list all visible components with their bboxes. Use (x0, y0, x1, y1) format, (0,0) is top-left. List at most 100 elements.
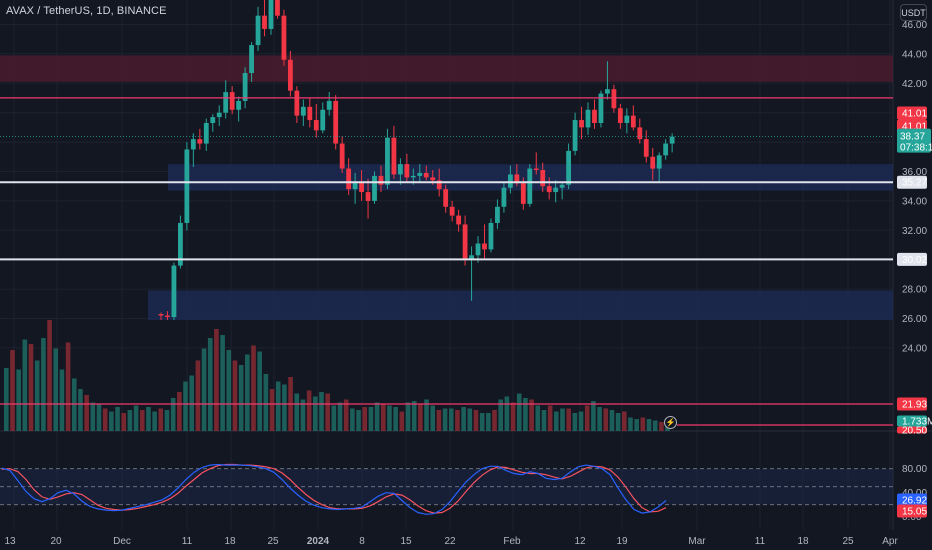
candle-body (663, 143, 669, 156)
volume-bar (461, 407, 466, 431)
x-tick-label: 11 (755, 536, 766, 547)
volume-bar (504, 396, 510, 431)
candle-body (262, 15, 267, 29)
symbol-title[interactable]: AVAX / TetherUS, 1D, BINANCE (6, 5, 167, 17)
stoch-tick-label: 80.00 (902, 464, 927, 475)
x-tick-label: Dec (113, 536, 131, 547)
axes: 46.0044.0042.0040.0038.0036.0034.0032.00… (4, 20, 927, 547)
volume-bar (139, 410, 145, 431)
volume-bar (34, 360, 40, 431)
price-tag: 41.01 (902, 122, 927, 133)
candle-body (469, 255, 474, 260)
volume-bar (374, 402, 380, 431)
volume-bar (615, 413, 621, 431)
candle-body (333, 100, 339, 144)
volume-bar (479, 413, 485, 431)
price-tag: 41.01 (902, 109, 927, 120)
volume-bar (47, 320, 52, 431)
candle-body (320, 109, 326, 131)
volume-bar (96, 404, 102, 431)
candle-body (346, 168, 352, 190)
volume-current-tag: 1.733M (902, 417, 932, 428)
volume-bar (127, 410, 133, 431)
candle-body (203, 122, 209, 144)
candle-body (178, 222, 183, 266)
volume-bar (455, 410, 460, 431)
currency-button[interactable]: USDT (900, 4, 927, 21)
volume-bar (189, 375, 194, 431)
candle-body (404, 164, 410, 178)
volume-bar (498, 399, 503, 431)
volume-bar (59, 369, 65, 431)
candle-body (572, 120, 578, 151)
volume-bar (380, 404, 386, 431)
candle-body (300, 106, 306, 116)
volume-bar (65, 342, 71, 431)
volume-bar (652, 420, 658, 431)
stochastic-pane[interactable] (0, 463, 893, 515)
volume-bar (424, 399, 429, 431)
volume-bar (436, 410, 442, 431)
volume-bar (356, 410, 361, 431)
volume-bar (547, 405, 553, 431)
candle-body (288, 59, 293, 91)
price-tag-bg (897, 252, 927, 266)
x-tick-label: 18 (224, 536, 236, 547)
candle-body (313, 120, 319, 131)
volume-bar (350, 408, 355, 431)
volume-bar (442, 408, 448, 431)
volume-bar (251, 345, 256, 431)
candle-body (339, 143, 345, 169)
volume-bar (220, 335, 225, 431)
lightning-icon[interactable]: ⚡ (664, 416, 677, 429)
volume-bar (195, 360, 201, 431)
stoch-d-tag-bg (897, 504, 927, 518)
candle-body (624, 115, 630, 123)
volume-bar (152, 411, 157, 431)
candle-body (281, 15, 287, 60)
horizontal-levels[interactable] (0, 97, 893, 426)
volume-bar (486, 413, 491, 431)
volume-bar (201, 348, 207, 431)
candle-body (507, 174, 513, 188)
volume-bar (343, 399, 349, 431)
stoch-tick-label: 0.00 (902, 512, 922, 523)
volume-bar (146, 407, 151, 431)
candle-body (630, 115, 636, 128)
candle-body (579, 120, 584, 128)
volume-bar (473, 410, 479, 431)
x-tick-label: 12 (574, 536, 586, 547)
candle-body (527, 168, 533, 204)
candle-body (540, 170, 546, 187)
candles[interactable] (158, 0, 675, 320)
candle-body (223, 92, 229, 113)
volume-bar (634, 419, 639, 431)
volume-bar (368, 407, 374, 431)
candle-body (397, 164, 403, 175)
candle-body (462, 224, 468, 260)
x-tick-label: 8 (359, 536, 365, 547)
candle-body (242, 73, 248, 101)
candle-body (456, 215, 462, 225)
stoch-k-tag: 26.92 (902, 496, 927, 507)
candle-body (501, 187, 507, 207)
volume-bar (492, 410, 497, 431)
x-tick-label: Mar (688, 536, 706, 547)
volume-bar (78, 389, 83, 431)
candle-body (171, 265, 177, 318)
candle-body (533, 168, 539, 171)
y-tick-label: 42.00 (902, 79, 927, 90)
volume-bar (523, 398, 528, 431)
candle-body (190, 139, 196, 150)
y-tick-label: 28.00 (902, 285, 927, 296)
volume-bar (275, 381, 281, 431)
volume-bar (591, 401, 596, 431)
candle-body (495, 206, 500, 223)
candle-body (423, 172, 429, 178)
volume-prev-tag: 20.50 (902, 426, 927, 437)
stoch-d-tag: 15.05 (902, 507, 927, 518)
candle-body (275, 0, 280, 16)
volume-bar (183, 381, 188, 431)
volume-bar (22, 339, 28, 431)
